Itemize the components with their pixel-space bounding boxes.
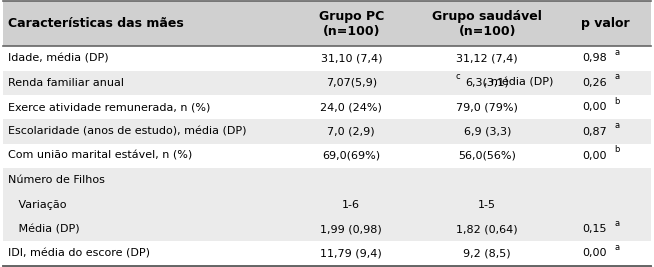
Text: 1-5: 1-5 bbox=[478, 200, 496, 210]
Bar bbox=[560, 95, 651, 119]
Bar bbox=[288, 241, 415, 266]
Text: b: b bbox=[615, 145, 620, 154]
Bar bbox=[288, 217, 415, 241]
Bar bbox=[3, 71, 288, 95]
Text: a: a bbox=[615, 48, 619, 57]
Text: Grupo saudável
(n=100): Grupo saudável (n=100) bbox=[432, 10, 542, 38]
Text: Grupo PC
(n=100): Grupo PC (n=100) bbox=[318, 10, 384, 38]
Bar bbox=[560, 71, 651, 95]
Bar bbox=[288, 119, 415, 144]
Text: Número de Filhos: Número de Filhos bbox=[9, 175, 105, 185]
Text: 0,26: 0,26 bbox=[582, 78, 607, 88]
Text: 0,00: 0,00 bbox=[582, 249, 607, 258]
Bar bbox=[415, 193, 560, 217]
Bar bbox=[560, 1, 651, 46]
Bar bbox=[415, 95, 560, 119]
Text: 7,07(5,9): 7,07(5,9) bbox=[326, 78, 377, 88]
Bar bbox=[415, 144, 560, 168]
Bar bbox=[3, 241, 288, 266]
Text: Renda familiar anual: Renda familiar anual bbox=[9, 78, 124, 88]
Text: 1-6: 1-6 bbox=[342, 200, 360, 210]
Bar bbox=[415, 119, 560, 144]
Text: 0,98: 0,98 bbox=[582, 53, 607, 64]
Text: b: b bbox=[615, 97, 620, 106]
Text: c: c bbox=[456, 72, 460, 81]
Bar bbox=[415, 46, 560, 71]
Bar bbox=[3, 144, 288, 168]
Text: 11,79 (9,4): 11,79 (9,4) bbox=[320, 249, 382, 258]
Text: 7,0 (2,9): 7,0 (2,9) bbox=[328, 127, 375, 137]
Bar bbox=[288, 71, 415, 95]
Text: 31,10 (7,4): 31,10 (7,4) bbox=[320, 53, 382, 64]
Text: a: a bbox=[615, 218, 619, 227]
Bar bbox=[288, 144, 415, 168]
Text: Escolaridade (anos de estudo), média (DP): Escolaridade (anos de estudo), média (DP… bbox=[9, 127, 247, 137]
Bar bbox=[3, 193, 288, 217]
Text: 6,3(3,1): 6,3(3,1) bbox=[466, 78, 509, 88]
Bar bbox=[415, 241, 560, 266]
Bar bbox=[415, 168, 560, 193]
Bar bbox=[3, 1, 288, 46]
Text: 0,00: 0,00 bbox=[582, 102, 607, 112]
Text: 6,9 (3,3): 6,9 (3,3) bbox=[464, 127, 511, 137]
Text: 31,12 (7,4): 31,12 (7,4) bbox=[456, 53, 518, 64]
Bar bbox=[288, 193, 415, 217]
Bar bbox=[288, 1, 415, 46]
Text: p valor: p valor bbox=[581, 17, 630, 30]
Text: a: a bbox=[615, 121, 619, 130]
Text: Com união marital estável, n (%): Com união marital estável, n (%) bbox=[9, 151, 193, 161]
Bar bbox=[288, 168, 415, 193]
Text: 1,99 (0,98): 1,99 (0,98) bbox=[320, 224, 382, 234]
Bar bbox=[560, 193, 651, 217]
Bar bbox=[560, 217, 651, 241]
Bar bbox=[3, 168, 288, 193]
Text: a: a bbox=[615, 243, 619, 252]
Text: 1,82 (0,64): 1,82 (0,64) bbox=[456, 224, 518, 234]
Text: Exerce atividade remunerada, n (%): Exerce atividade remunerada, n (%) bbox=[9, 102, 211, 112]
Bar bbox=[560, 168, 651, 193]
Text: 0,87: 0,87 bbox=[582, 127, 607, 137]
Text: a: a bbox=[615, 72, 619, 81]
Bar bbox=[3, 46, 288, 71]
Bar bbox=[3, 119, 288, 144]
Text: Características das mães: Características das mães bbox=[9, 17, 184, 30]
Text: Média (DP): Média (DP) bbox=[9, 224, 80, 234]
Bar bbox=[415, 71, 560, 95]
Text: Renda familiar anual: Renda familiar anual bbox=[9, 78, 124, 88]
Text: 69,0(69%): 69,0(69%) bbox=[322, 151, 381, 161]
Bar bbox=[415, 1, 560, 46]
Bar bbox=[415, 217, 560, 241]
Text: Idade, média (DP): Idade, média (DP) bbox=[9, 53, 109, 64]
Bar bbox=[288, 95, 415, 119]
Bar bbox=[3, 217, 288, 241]
Text: 79,0 (79%): 79,0 (79%) bbox=[456, 102, 518, 112]
Bar bbox=[288, 46, 415, 71]
Bar bbox=[560, 241, 651, 266]
Text: Variação: Variação bbox=[9, 200, 67, 210]
Text: , média (DP): , média (DP) bbox=[484, 78, 553, 88]
Text: 24,0 (24%): 24,0 (24%) bbox=[320, 102, 382, 112]
Bar bbox=[560, 119, 651, 144]
Bar bbox=[560, 144, 651, 168]
Text: IDI, média do escore (DP): IDI, média do escore (DP) bbox=[9, 249, 150, 258]
Text: 56,0(56%): 56,0(56%) bbox=[458, 151, 516, 161]
Text: 9,2 (8,5): 9,2 (8,5) bbox=[464, 249, 511, 258]
Text: 0,15: 0,15 bbox=[582, 224, 607, 234]
Text: 0,00: 0,00 bbox=[582, 151, 607, 161]
Bar bbox=[560, 46, 651, 71]
Bar bbox=[3, 95, 288, 119]
